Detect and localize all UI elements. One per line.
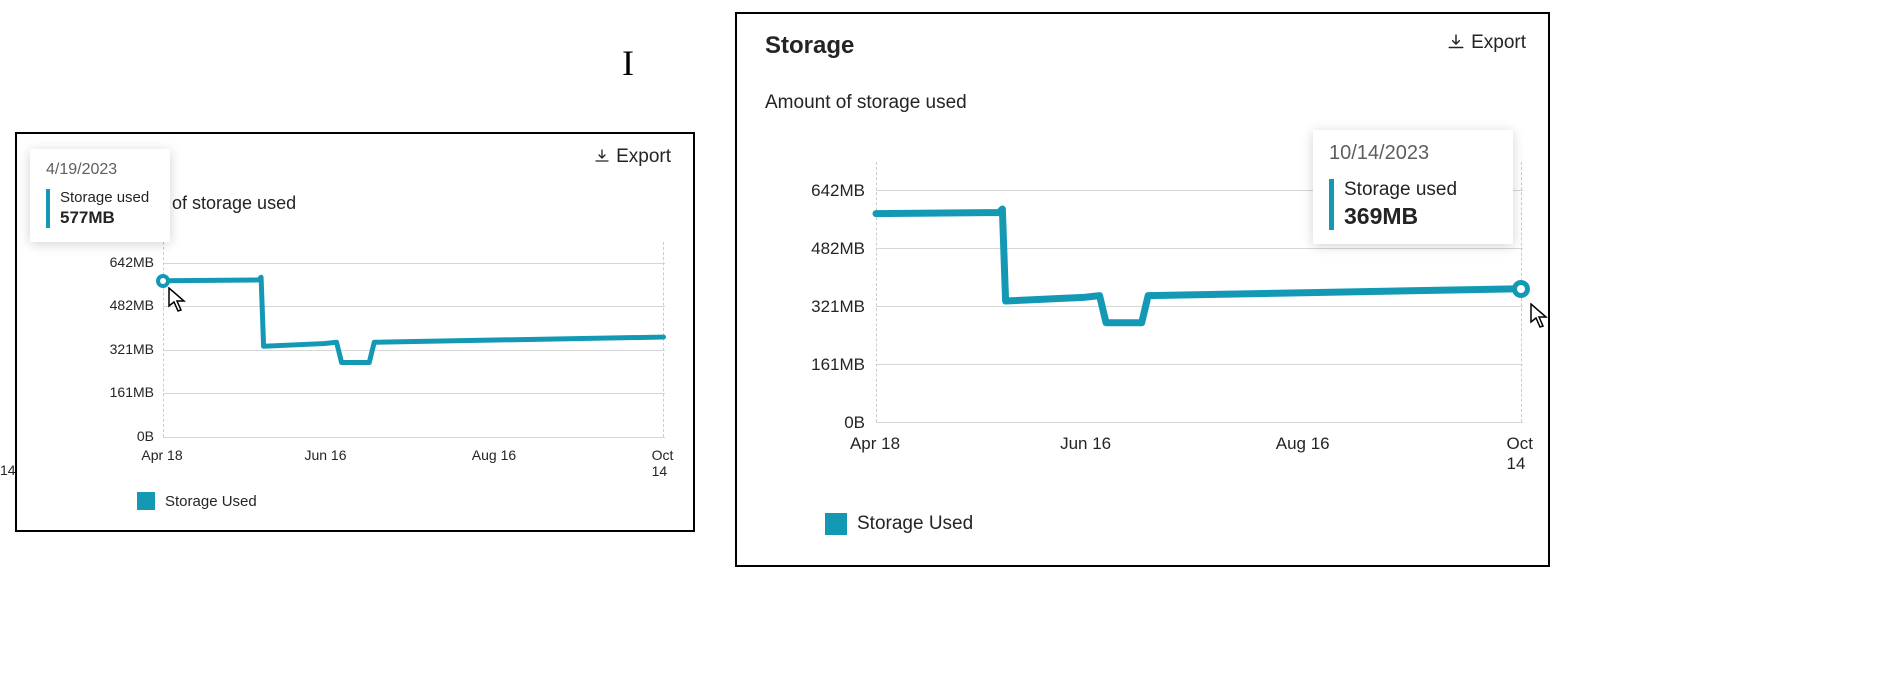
x-axis-label: Aug 16 [1276, 434, 1330, 454]
tooltip-date: 4/19/2023 [46, 161, 154, 179]
download-icon [594, 149, 610, 165]
y-axis-label: 161MB [795, 355, 865, 375]
text-cursor-icon: I [622, 42, 634, 84]
y-axis-label: 0B [99, 428, 154, 444]
tooltip-date: 10/14/2023 [1329, 142, 1497, 165]
storage-card-left: Export of storage used 4/19/2023 Storage… [15, 132, 695, 532]
card-title: Storage [737, 14, 1548, 60]
card-subtitle: Amount of storage used [737, 60, 1548, 114]
legend-swatch [137, 492, 155, 510]
x-axis-label: Aug 16 [472, 447, 516, 463]
export-button[interactable]: Export [1447, 32, 1526, 54]
tooltip-metric-label: Storage used [60, 189, 149, 206]
tooltip-metric-value: 577MB [60, 208, 149, 228]
cursor-arrow-icon [168, 287, 188, 313]
x-axis-label: Apr 18 [141, 447, 182, 463]
export-button[interactable]: Export [594, 146, 671, 168]
storage-card-right: Storage Export Amount of storage used 10… [735, 12, 1550, 567]
gridline [876, 422, 1523, 423]
cursor-arrow-icon [1530, 303, 1550, 329]
y-axis-label: 482MB [795, 239, 865, 259]
hover-marker [156, 274, 170, 288]
stray-axis-label: 14 [0, 462, 16, 478]
storage-chart[interactable]: 642MB482MB321MB161MB0B Apr 18Jun 16Aug 1… [99, 242, 679, 457]
chart-tooltip: 4/19/2023 Storage used 577MB [30, 149, 170, 242]
export-label: Export [1471, 32, 1526, 54]
tooltip-accent-bar [46, 189, 50, 228]
download-icon [1447, 34, 1465, 52]
card-subtitle-partial: of storage used [172, 193, 296, 214]
chart-legend: Storage Used [137, 492, 257, 510]
y-axis-label: 0B [795, 413, 865, 433]
x-axis-label: Oct 14 [652, 447, 674, 479]
legend-label: Storage Used [857, 513, 973, 535]
gridline [163, 437, 665, 438]
tooltip-metric-label: Storage used [1344, 179, 1457, 201]
export-label: Export [616, 146, 671, 168]
x-axis-label: Jun 16 [304, 447, 346, 463]
plot-area[interactable] [162, 242, 665, 437]
legend-label: Storage Used [165, 493, 257, 510]
y-axis-label: 482MB [99, 297, 154, 313]
data-series-line [163, 242, 666, 437]
y-axis-label: 161MB [99, 384, 154, 400]
x-axis-label: Oct 14 [1507, 434, 1533, 474]
chart-legend: Storage Used [825, 513, 973, 535]
y-axis-label: 321MB [99, 341, 154, 357]
legend-swatch [825, 513, 847, 535]
hover-marker [1512, 280, 1530, 298]
tooltip-accent-bar [1329, 179, 1334, 230]
tooltip-metric-value: 369MB [1344, 203, 1457, 230]
y-axis-label: 321MB [795, 297, 865, 317]
y-axis-label: 642MB [795, 181, 865, 201]
x-axis-label: Jun 16 [1060, 434, 1111, 454]
chart-tooltip: 10/14/2023 Storage used 369MB [1313, 130, 1513, 244]
y-axis-label: 642MB [99, 254, 154, 270]
x-axis-label: Apr 18 [850, 434, 900, 454]
